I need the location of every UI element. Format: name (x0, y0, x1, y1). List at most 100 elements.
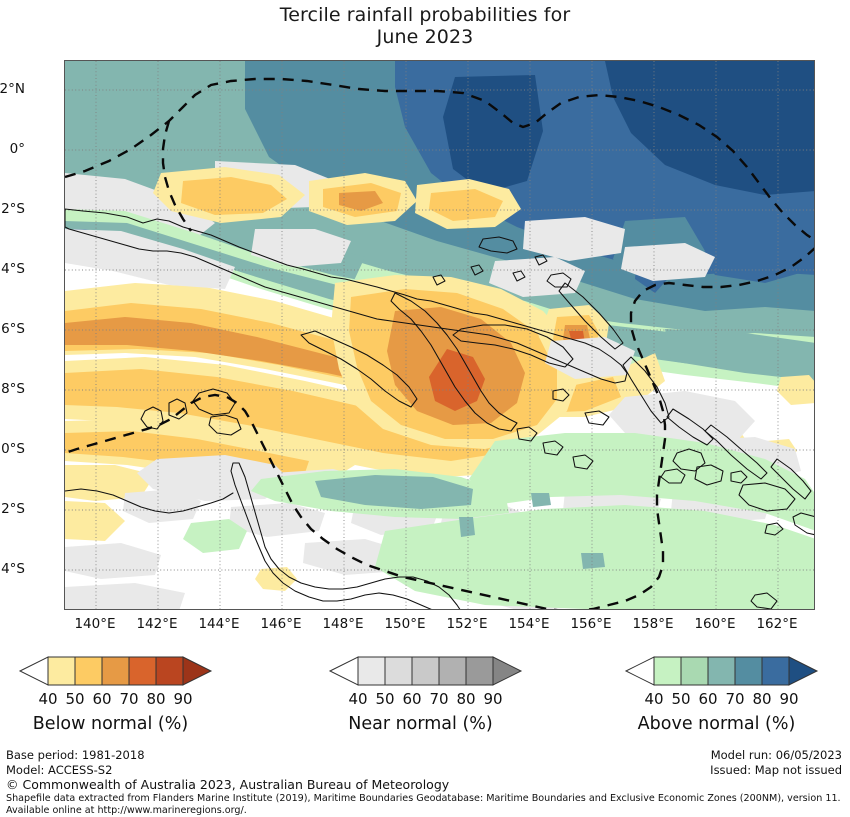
x-tick-label: 142°E (136, 616, 178, 632)
y-tick-label: 8°S (1, 381, 25, 397)
colorbar-swatch-70 (438, 656, 467, 686)
x-tick-label: 156°E (570, 616, 612, 632)
region-above-normal-50-south (469, 433, 814, 531)
colorbar-below-normal-swatches[interactable] (10, 655, 260, 689)
y-tick-label: 12°S (0, 501, 25, 517)
colorbar-tick: 50 (671, 690, 691, 708)
map-figure: 2°N 0° 2°S 4°S 6°S 8°S 10°S 12°S 14°S 14… (0, 60, 815, 632)
region-above-normal-50-tiny2 (581, 553, 605, 569)
title-line-1: Tercile rainfall probabilities for (279, 4, 571, 26)
colorbar-swatch-80 (761, 656, 790, 686)
footer-metadata-left: Base period: 1981-2018 Model: ACCESS-S2 (6, 748, 145, 777)
colorbar-tick: 50 (375, 690, 395, 708)
x-tick-label: 146°E (260, 616, 302, 632)
x-tick-label: 154°E (508, 616, 550, 632)
colorbar-under-arrow (18, 656, 49, 686)
region-above-normal-60-band (65, 221, 814, 377)
issued-text: Issued: Map not issued (710, 762, 842, 777)
colorbar-below-normal-title: Below normal (%) (32, 714, 189, 734)
region-near-normal-40-w (123, 489, 201, 523)
colorbar-above-normal-swatches[interactable] (616, 655, 850, 689)
x-tick-label: 160°E (694, 616, 736, 632)
colorbar-near-normal-svg (328, 656, 523, 686)
colorbar-near-normal-title: Near normal (%) (348, 714, 493, 734)
colorbar-swatch-40 (357, 656, 386, 686)
footer-metadata-right: Model run: 06/05/2023 Issued: Map not is… (710, 748, 842, 777)
region-near-normal-40-n (65, 229, 235, 289)
colorbar-tick: 90 (173, 690, 193, 708)
region-below-normal-50-n3 (429, 189, 503, 221)
colorbar-tick: 80 (146, 690, 166, 708)
colorbar-swatch-80 (465, 656, 494, 686)
y-tick-label: 14°S (0, 561, 25, 577)
colorbar-tick: 70 (119, 690, 139, 708)
region-near-normal-40-s9 (65, 583, 185, 609)
colorbar-above-normal: 40 50 60 70 80 90 Above normal (%) (616, 655, 850, 734)
region-below-normal-70-core (429, 349, 485, 411)
colorbar-near-normal-swatches[interactable] (320, 655, 570, 689)
colorbar-below-normal: 40 50 60 70 80 90 Below normal (%) (10, 655, 260, 734)
colorbar-tick: 40 (38, 690, 58, 708)
colorbar-tick: 40 (348, 690, 368, 708)
colorbar-tick: 80 (752, 690, 772, 708)
region-below-normal-40-east4 (777, 375, 814, 405)
y-tick-label: 6°S (1, 321, 25, 337)
base-period-text: Base period: 1981-2018 (6, 748, 145, 762)
region-below-normal-50-sw (65, 369, 501, 461)
region-below-normal-40-west2 (65, 501, 125, 541)
page-title: Tercile rainfall probabilities for June … (0, 4, 850, 49)
colorbar-over-arrow (492, 656, 523, 686)
colorbar-swatch-60 (101, 656, 130, 686)
region-above-normal-40-s-pocket (183, 519, 247, 553)
colorbar-below-normal-svg (18, 656, 213, 686)
x-tick-label: 150°E (384, 616, 426, 632)
region-above-normal-80-inlet (695, 207, 807, 283)
eez-boundary (65, 77, 814, 609)
shapefile-line-2: Available online at http://www.marinereg… (6, 804, 247, 816)
colorbar-tick: 90 (483, 690, 503, 708)
region-near-normal-40-n4 (621, 243, 715, 281)
colorbar-tick: 60 (698, 690, 718, 708)
region-below-normal-50-nw (181, 177, 287, 215)
colorbar-swatch-60 (707, 656, 736, 686)
shapefile-line-1: Shapefile data extracted from Flanders M… (6, 793, 841, 804)
colorbar-swatch-50 (384, 656, 413, 686)
tercile-probability-map (65, 61, 814, 609)
colorbar-swatch-50 (680, 656, 709, 686)
region-below-normal-60-n2 (339, 191, 383, 211)
region-below-normal-40-west-edge (65, 465, 155, 501)
y-tick-label: 4°S (1, 261, 25, 277)
y-tick-label: 0° (9, 141, 25, 157)
region-near-normal-40-n3 (523, 217, 625, 261)
title-line-2: June 2023 (376, 26, 474, 49)
x-tick-label: 148°E (322, 616, 364, 632)
y-tick-label: 2°N (0, 81, 25, 97)
colorbar-below-normal-ticks: 40 50 60 70 80 90 (10, 690, 260, 710)
region-above-normal-90 (605, 61, 814, 195)
colorbar-swatch-50 (74, 656, 103, 686)
colorbar-above-normal-svg (624, 656, 819, 686)
colorbar-tick: 70 (725, 690, 745, 708)
region-above-normal-50-tiny1 (459, 517, 475, 537)
colorbar-over-arrow (788, 656, 819, 686)
colorbar-near-normal-ticks: 40 50 60 70 80 90 (320, 690, 570, 710)
colorbar-above-normal-ticks: 40 50 60 70 80 90 (616, 690, 850, 710)
colorbar-swatch-70 (128, 656, 157, 686)
colorbar-swatch-60 (411, 656, 440, 686)
colorbar-tick: 80 (456, 690, 476, 708)
x-tick-label: 162°E (756, 616, 798, 632)
colorbar-swatch-40 (653, 656, 682, 686)
colorbar-under-arrow (328, 656, 359, 686)
colorbar-under-arrow (624, 656, 655, 686)
colorbar-above-normal-title: Above normal (%) (637, 714, 796, 734)
x-tick-label: 144°E (198, 616, 240, 632)
x-tick-label: 152°E (446, 616, 488, 632)
colorbar-tick: 60 (402, 690, 422, 708)
y-tick-label: 2°S (1, 201, 25, 217)
model-run-text: Model run: 06/05/2023 (710, 748, 842, 762)
shapefile-attribution: Shapefile data extracted from Flanders M… (6, 793, 841, 817)
colorbar-tick: 70 (429, 690, 449, 708)
model-text: Model: ACCESS-S2 (6, 762, 113, 777)
map-plot-area[interactable] (64, 60, 815, 610)
colorbar-swatch-80 (155, 656, 184, 686)
